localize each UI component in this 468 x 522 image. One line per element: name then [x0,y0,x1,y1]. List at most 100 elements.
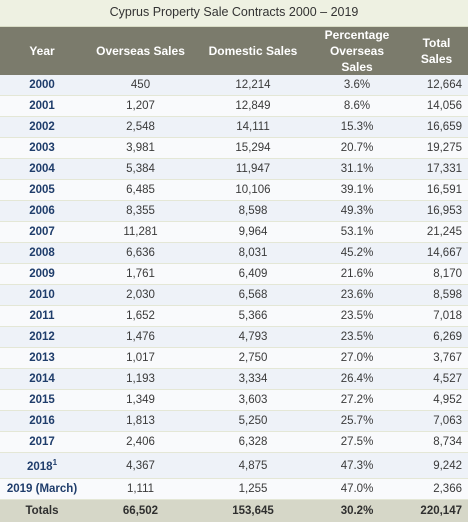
header-pct-line1: Percentage [325,28,390,42]
cell-percentage-overseas: 39.1% [309,180,405,201]
cell-year-text: 2011 [30,310,55,322]
cell-total-sales: 8,170 [405,264,468,285]
header-domestic-sales: Domestic Sales [197,27,309,75]
cell-overseas-sales: 6,636 [84,243,197,264]
cell-overseas-sales: 5,384 [84,159,197,180]
header-total-line2: Sales [421,52,452,66]
cell-year-text: 2008 [29,247,55,259]
cell-domestic-sales: 2,750 [197,348,309,369]
totals-overseas: 66,502 [84,500,197,522]
header-total-sales: Total Sales [405,27,468,75]
cell-overseas-sales: 2,548 [84,117,197,138]
cell-year: 2015 [0,390,84,411]
cell-percentage-overseas: 20.7% [309,138,405,159]
cell-year: 2005 [0,180,84,201]
cell-total-sales: 7,063 [405,411,468,432]
cell-overseas-sales: 8,355 [84,201,197,222]
cell-year: 2004 [0,159,84,180]
cell-total-sales: 9,242 [405,453,468,479]
cell-overseas-sales: 1,652 [84,306,197,327]
header-row: Year Overseas Sales Domestic Sales Perce… [0,27,468,75]
cell-total-sales: 19,275 [405,138,468,159]
cell-total-sales: 8,734 [405,432,468,453]
cell-percentage-overseas: 49.3% [309,201,405,222]
totals-total: 220,147 [405,500,468,522]
cell-year: 2006 [0,201,84,222]
totals-domestic: 153,645 [197,500,309,522]
cell-year: 2014 [0,369,84,390]
cell-year: 2011 [0,306,84,327]
cell-year: 20181 [0,453,84,479]
cell-percentage-overseas: 25.7% [309,411,405,432]
cell-domestic-sales: 8,031 [197,243,309,264]
cell-year: 2001 [0,96,84,117]
header-total-line1: Total [423,36,451,50]
cell-domestic-sales: 5,250 [197,411,309,432]
totals-percentage: 30.2% [309,500,405,522]
totals-label: Totals [0,500,84,522]
cell-year-text: 2012 [29,331,55,343]
cell-domestic-sales: 14,111 [197,117,309,138]
cell-year: 2012 [0,327,84,348]
cell-overseas-sales: 11,281 [84,222,197,243]
cell-year-text: 2004 [29,163,55,175]
cell-total-sales: 16,953 [405,201,468,222]
cell-overseas-sales: 1,813 [84,411,197,432]
cell-year-text: 2018 [27,461,53,473]
cell-percentage-overseas: 47.3% [309,453,405,479]
cell-overseas-sales: 2,030 [84,285,197,306]
cell-total-sales: 17,331 [405,159,468,180]
cell-year: 2007 [0,222,84,243]
cell-percentage-overseas: 3.6% [309,75,405,96]
cell-percentage-overseas: 15.3% [309,117,405,138]
cell-domestic-sales: 4,793 [197,327,309,348]
footnote-marker: 1 [53,458,57,467]
cell-year-text: 2003 [29,142,55,154]
cell-overseas-sales: 1,111 [84,479,197,500]
cell-year-text: 2002 [29,121,55,133]
cell-total-sales: 14,056 [405,96,468,117]
cell-year-text: 2001 [29,100,55,112]
cell-domestic-sales: 3,334 [197,369,309,390]
cell-total-sales: 7,018 [405,306,468,327]
cell-year: 2000 [0,75,84,96]
cell-domestic-sales: 5,366 [197,306,309,327]
cell-overseas-sales: 1,349 [84,390,197,411]
cell-year-text: 2010 [29,289,55,301]
cell-percentage-overseas: 23.5% [309,327,405,348]
cell-domestic-sales: 4,875 [197,453,309,479]
cell-year-text: 2017 [29,436,55,448]
cell-domestic-sales: 12,849 [197,96,309,117]
cell-year-text: 2015 [29,394,55,406]
cell-year: 2017 [0,432,84,453]
cell-total-sales: 21,245 [405,222,468,243]
cell-percentage-overseas: 27.2% [309,390,405,411]
cell-total-sales: 8,598 [405,285,468,306]
cell-year: 2013 [0,348,84,369]
cell-percentage-overseas: 31.1% [309,159,405,180]
cell-percentage-overseas: 27.0% [309,348,405,369]
cell-overseas-sales: 1,476 [84,327,197,348]
cell-overseas-sales: 1,017 [84,348,197,369]
cell-domestic-sales: 12,214 [197,75,309,96]
cell-total-sales: 2,366 [405,479,468,500]
cell-percentage-overseas: 8.6% [309,96,405,117]
cell-total-sales: 4,952 [405,390,468,411]
cell-overseas-sales: 3,981 [84,138,197,159]
cell-year-text: 2019 (March) [7,483,77,495]
cell-percentage-overseas: 26.4% [309,369,405,390]
cell-percentage-overseas: 47.0% [309,479,405,500]
cell-overseas-sales: 6,485 [84,180,197,201]
